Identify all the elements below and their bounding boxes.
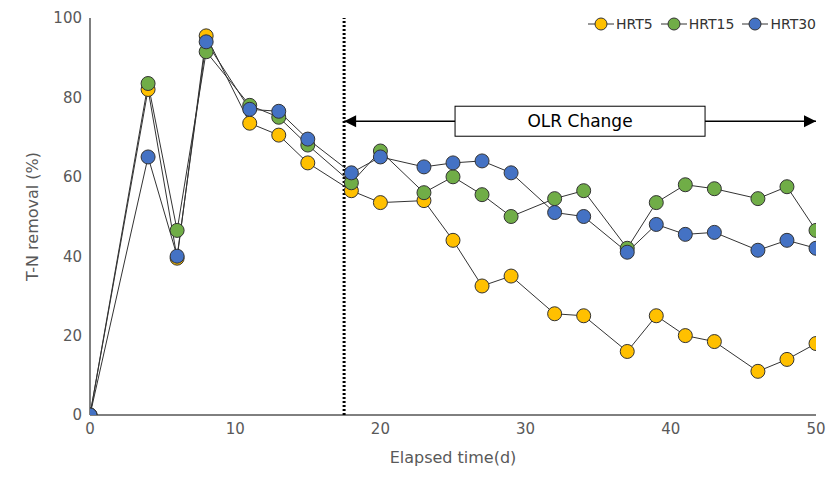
- svg-text:20: 20: [63, 327, 82, 345]
- svg-text:60: 60: [63, 168, 82, 186]
- svg-text:100: 100: [53, 9, 82, 27]
- html-text:HRT5: HRT5: [616, 16, 653, 32]
- svg-text:0: 0: [85, 420, 95, 438]
- svg-text:OLR Change: OLR Change: [527, 111, 632, 131]
- svg-text:40: 40: [661, 420, 680, 438]
- svg-text:40: 40: [63, 248, 82, 266]
- svg-text:80: 80: [63, 89, 82, 107]
- svg-text:Elapsed time(d): Elapsed time(d): [390, 448, 517, 467]
- svg-text:0: 0: [72, 406, 82, 424]
- html-text:HRT15: HRT15: [688, 16, 735, 32]
- svg-text:50: 50: [806, 420, 825, 438]
- svg-text:10: 10: [226, 420, 245, 438]
- svg-text:T-N removal (%): T-N removal (%): [23, 152, 42, 282]
- html-text:HRT30: HRT30: [770, 16, 816, 32]
- svg-text:30: 30: [516, 420, 535, 438]
- svg-text:20: 20: [371, 420, 390, 438]
